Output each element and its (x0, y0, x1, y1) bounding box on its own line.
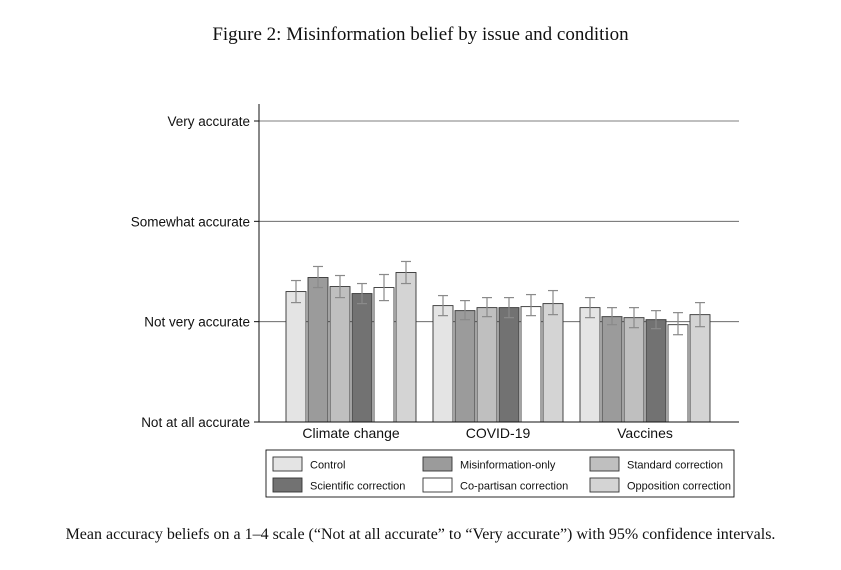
error-bar-misinformation-only-climate-change (313, 265, 323, 289)
bar-scientific-correction-covid-19 (498, 307, 520, 423)
legend-label: Control (310, 460, 345, 472)
error-bar-standard-correction-covid-19 (482, 296, 492, 318)
bar-opposition-correction-vaccines (689, 314, 711, 423)
legend: Control Misinformation-only Standard corre… (265, 449, 735, 498)
error-bar-control-covid-19 (438, 294, 448, 317)
bar-misinformation-only-covid-19 (454, 310, 476, 423)
bar-standard-correction-vaccines (623, 317, 645, 423)
error-bar-control-climate-change (291, 279, 301, 304)
bar-co-partisan-correction-covid-19 (520, 306, 542, 423)
error-bar-standard-correction-vaccines (629, 307, 639, 329)
figure-caption: Mean accuracy beliefs on a 1–4 scale (“N… (65, 526, 776, 543)
x-tick-label: Climate change (302, 425, 399, 441)
legend-swatch (272, 456, 303, 472)
bar-control-covid-19 (432, 305, 454, 423)
legend-swatch (422, 477, 453, 493)
y-tick-label: Somewhat accurate (131, 214, 250, 229)
x-tick-label: Vaccines (617, 425, 673, 441)
error-bar-group (291, 260, 705, 336)
bar-misinformation-only-climate-change (307, 277, 329, 423)
legend-swatch (589, 456, 620, 472)
legend-label: Co-partisan correction (460, 481, 568, 493)
bar-group (285, 272, 711, 423)
legend-swatch (589, 477, 620, 493)
error-bar-scientific-correction-vaccines (651, 310, 661, 330)
bar-co-partisan-correction-climate-change (373, 287, 395, 423)
error-bar-co-partisan-correction-climate-change (379, 273, 389, 302)
error-bar-scientific-correction-climate-change (357, 282, 367, 305)
error-bar-control-vaccines (585, 296, 595, 319)
bar-control-climate-change (285, 291, 307, 423)
legend-label: Opposition correction (627, 481, 731, 493)
legend-label: Scientific correction (310, 481, 405, 493)
y-tick-labels: Not at all accurate Not very accurate Some… (131, 114, 250, 430)
error-bar-misinformation-only-covid-19 (460, 299, 470, 321)
error-bar-co-partisan-correction-vaccines (673, 312, 683, 336)
x-tick-label: COVID-19 (466, 425, 531, 441)
legend-box (265, 449, 735, 498)
error-bar-co-partisan-correction-covid-19 (526, 293, 536, 317)
error-bar-scientific-correction-covid-19 (504, 296, 514, 319)
bar-control-vaccines (579, 307, 601, 423)
legend-item-co-partisan-correction: Co-partisan correction (422, 477, 568, 493)
bar-scientific-correction-climate-change (351, 293, 373, 423)
error-bar-misinformation-only-vaccines (607, 307, 617, 326)
legend-item-scientific-correction: Scientific correction (272, 477, 405, 493)
error-bar-opposition-correction-covid-19 (548, 289, 558, 316)
legend-swatch (422, 456, 453, 472)
y-tick-label: Very accurate (167, 114, 250, 129)
y-tick-label: Not very accurate (144, 315, 250, 330)
bar-co-partisan-correction-vaccines (667, 324, 689, 423)
bar-standard-correction-climate-change (329, 286, 351, 423)
bar-opposition-correction-climate-change (395, 272, 417, 423)
bar-opposition-correction-covid-19 (542, 303, 564, 423)
legend-item-control: Control (272, 456, 345, 472)
error-bar-standard-correction-climate-change (335, 274, 345, 299)
x-tick-labels: Climate change COVID-19 Vaccines (302, 425, 673, 441)
legend-swatch (272, 477, 303, 493)
legend-item-misinformation-only: Misinformation-only (422, 456, 556, 472)
figure-title: Figure 2: Misinformation belief by issue… (212, 24, 629, 45)
legend-label: Misinformation-only (460, 460, 556, 472)
bar-scientific-correction-vaccines (645, 319, 667, 423)
bar-standard-correction-covid-19 (476, 307, 498, 423)
bar-misinformation-only-vaccines (601, 316, 623, 423)
axes (254, 104, 739, 423)
y-tick-label: Not at all accurate (141, 415, 250, 430)
legend-item-opposition-correction: Opposition correction (589, 477, 731, 493)
error-bar-opposition-correction-vaccines (695, 302, 705, 328)
error-bar-opposition-correction-climate-change (401, 260, 411, 285)
legend-label: Standard correction (627, 460, 723, 472)
legend-item-standard-correction: Standard correction (589, 456, 723, 472)
